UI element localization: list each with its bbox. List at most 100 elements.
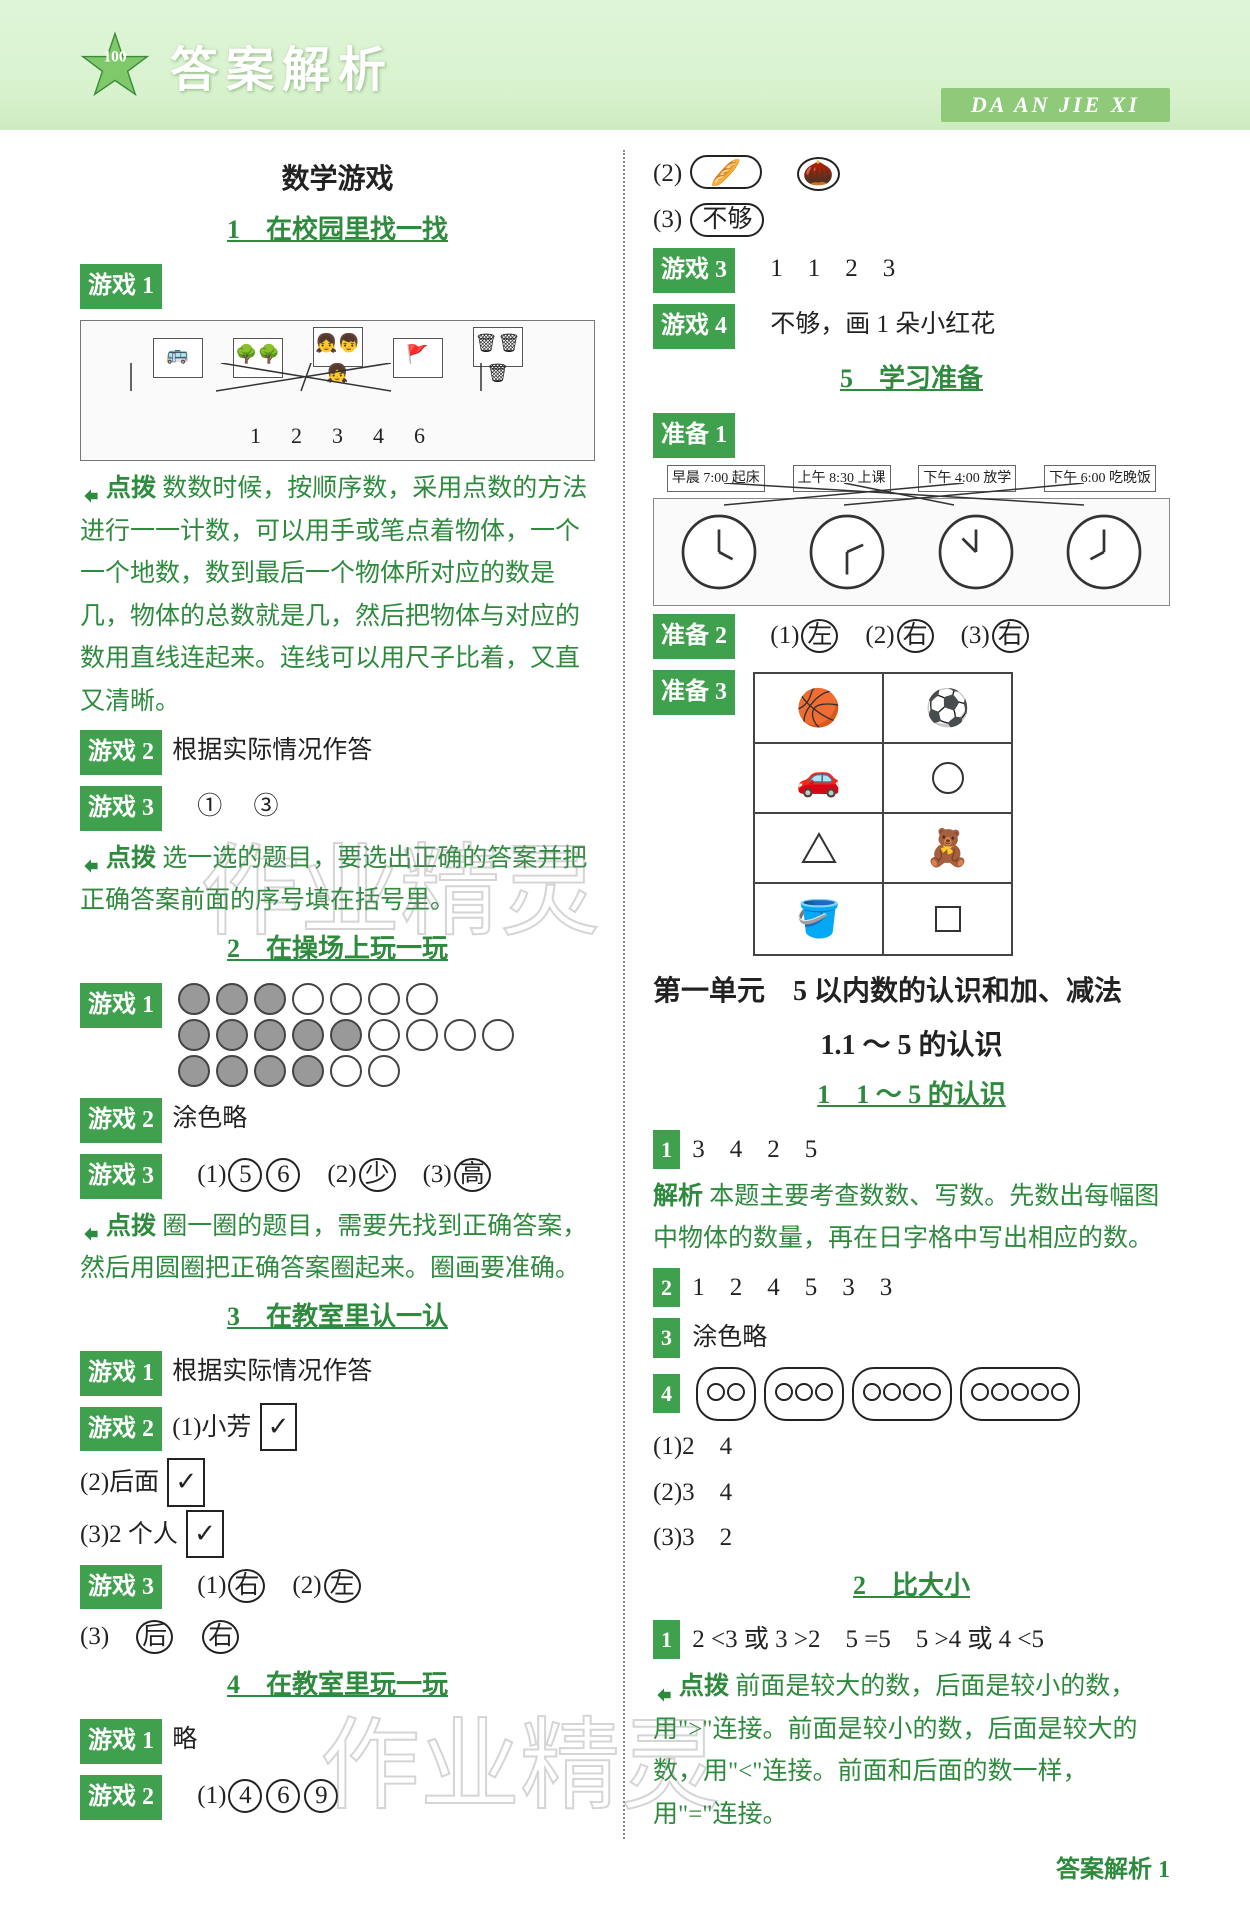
answer-prefix: (3)	[653, 206, 682, 233]
left-column: 数学游戏 1 在校园里找一找 游戏 1 🚌 🌳🌳 👧👦👧 🚩 🗑🗑🗑	[60, 150, 625, 1839]
answer-text: ③	[254, 793, 279, 820]
answer-text: 涂色略	[692, 1324, 767, 1351]
oval-group	[852, 1367, 952, 1422]
circled-answer: 右	[897, 619, 934, 653]
bins-icon: 🗑🗑🗑	[473, 327, 523, 367]
ovals-figure	[692, 1380, 1084, 1407]
circled-answer: 右	[992, 619, 1029, 653]
answer-prefix: (3)	[936, 622, 990, 649]
bear-icon: 🧸	[884, 814, 1011, 882]
children-icon: 👧👦👧	[313, 327, 363, 367]
car-icon: 🚗	[755, 744, 884, 812]
svg-text:100: 100	[103, 49, 126, 66]
circled-answer: 高	[454, 1158, 491, 1192]
fig-number: 3	[332, 417, 343, 454]
content-columns: 数学游戏 1 在校园里找一找 游戏 1 🚌 🌳🌳 👧👦👧 🚩 🗑🗑🗑	[0, 130, 1250, 1839]
answer-prefix: (1)	[745, 622, 799, 649]
page: 100 答案解析 DA AN JIE XI 数学游戏 1 在校园里找一找 游戏 …	[0, 0, 1250, 1924]
nut-icon: 🌰	[797, 157, 840, 191]
mini-circle-icon	[707, 1383, 725, 1401]
dot-icon	[216, 983, 248, 1015]
hint-label: 点拨	[679, 1673, 729, 1700]
mini-circle-icon	[923, 1383, 941, 1401]
game-tag: 游戏 1	[80, 983, 162, 1028]
game-tag: 游戏 2	[80, 730, 162, 775]
dot-icon	[178, 1019, 210, 1051]
ball-icon: ⚽	[884, 674, 1011, 742]
answer-prefix: (2)	[653, 160, 682, 187]
question-tag: 1	[653, 1620, 680, 1659]
dot-icon	[178, 983, 210, 1015]
circled-answer: 9	[304, 1779, 338, 1813]
circled-answer: 5	[228, 1158, 262, 1192]
subsection-title: 4 在教室里玩一玩	[80, 1663, 595, 1707]
dot-icon	[368, 983, 400, 1015]
oval-group	[696, 1367, 756, 1422]
circled-answer: 6	[266, 1779, 300, 1813]
dot-icon	[254, 1055, 286, 1087]
answer-text: 根据实际情况作答	[172, 737, 372, 764]
oval-group	[960, 1367, 1080, 1422]
question-tag: 3	[653, 1318, 680, 1357]
answer-text: 1 2 4 5 3 3	[692, 1274, 892, 1301]
game-tag: 游戏 3	[80, 1154, 162, 1199]
connect-lines-icon	[654, 483, 1169, 507]
answer-prefix: (2)	[267, 1572, 321, 1599]
answer-text: (1)2 4	[653, 1426, 1170, 1469]
game-tag: 游戏 3	[80, 1565, 162, 1610]
mini-circle-icon	[883, 1383, 901, 1401]
answer-text: 3 4 2 5	[692, 1136, 817, 1163]
header-title: 答案解析	[170, 30, 394, 100]
unit-title: 第一单元 5 以内数的认识和加、减法	[653, 968, 1170, 1016]
dot-icon	[330, 1019, 362, 1051]
game-tag: 游戏 3	[80, 786, 162, 831]
star-badge-icon: 100	[80, 30, 150, 100]
mini-circle-icon	[1031, 1383, 1049, 1401]
dot-icon	[216, 1055, 248, 1087]
bucket-icon: 🪣	[755, 884, 884, 954]
circle-shape-icon	[884, 744, 1011, 812]
fig-number: 1	[250, 417, 261, 454]
game-tag: 游戏 3	[653, 248, 735, 293]
right-column: (2) 🥖 🌰 (3) 不够 游戏 3 1 1 2 3 游戏 4 不够，画 1 …	[625, 150, 1190, 1839]
hint-label: 点拨	[106, 845, 156, 872]
answer-text: 涂色略	[172, 1105, 247, 1132]
shelf-figure: 🏀 ⚽ 🚗 🧸	[753, 672, 1013, 956]
prep-tag: 准备 3	[653, 670, 735, 715]
dot-icon	[178, 1055, 210, 1087]
answer-text: ①	[197, 793, 222, 820]
answer-prefix: (1)	[172, 1161, 226, 1188]
hand-icon	[80, 479, 102, 501]
answer-text: (3)2 个人 ✓	[80, 1510, 595, 1558]
clock-icon	[674, 507, 764, 597]
answer-line: (2) 🥖 🌰	[653, 153, 1170, 196]
question-tag: 2	[653, 1268, 680, 1307]
hint-label: 点拨	[106, 1213, 156, 1240]
answer-prefix: (2)	[840, 622, 894, 649]
checkbox-icon: ✓	[260, 1403, 298, 1451]
hand-icon	[653, 1678, 675, 1700]
answer-text: 略	[172, 1726, 197, 1753]
triangle-shape-icon	[755, 814, 884, 882]
hint-text: 数数时候，按顺序数，采用点数的方法进行一一计数，可以用手或笔点着物体，一个一个地…	[80, 475, 587, 715]
mini-circle-icon	[971, 1383, 989, 1401]
mini-circle-icon	[815, 1383, 833, 1401]
dot-icon	[292, 983, 324, 1015]
unit-subtitle: 1.1 ～ 5 的认识	[653, 1022, 1170, 1070]
mini-circle-icon	[991, 1383, 1009, 1401]
clock-icon	[802, 507, 892, 597]
dot-icon	[406, 983, 438, 1015]
answer-text: (1)小芳 ✓	[172, 1414, 299, 1441]
mini-circle-icon	[775, 1383, 793, 1401]
hint-block: 点拨 选一选的题目，要选出正确的答案并把正确答案前面的序号填在括号里。	[80, 838, 595, 923]
connect-lines-icon	[81, 363, 594, 395]
dot-icon	[482, 1019, 514, 1051]
dots-figure	[178, 979, 514, 1091]
game-tag: 游戏 4	[653, 304, 735, 349]
clock-icon	[1059, 507, 1149, 597]
hint-label: 点拨	[106, 475, 156, 502]
bread-icon: 🥖	[690, 155, 761, 189]
game-tag: 游戏 2	[80, 1098, 162, 1143]
hand-icon	[80, 849, 102, 871]
dot-icon	[330, 1055, 362, 1087]
